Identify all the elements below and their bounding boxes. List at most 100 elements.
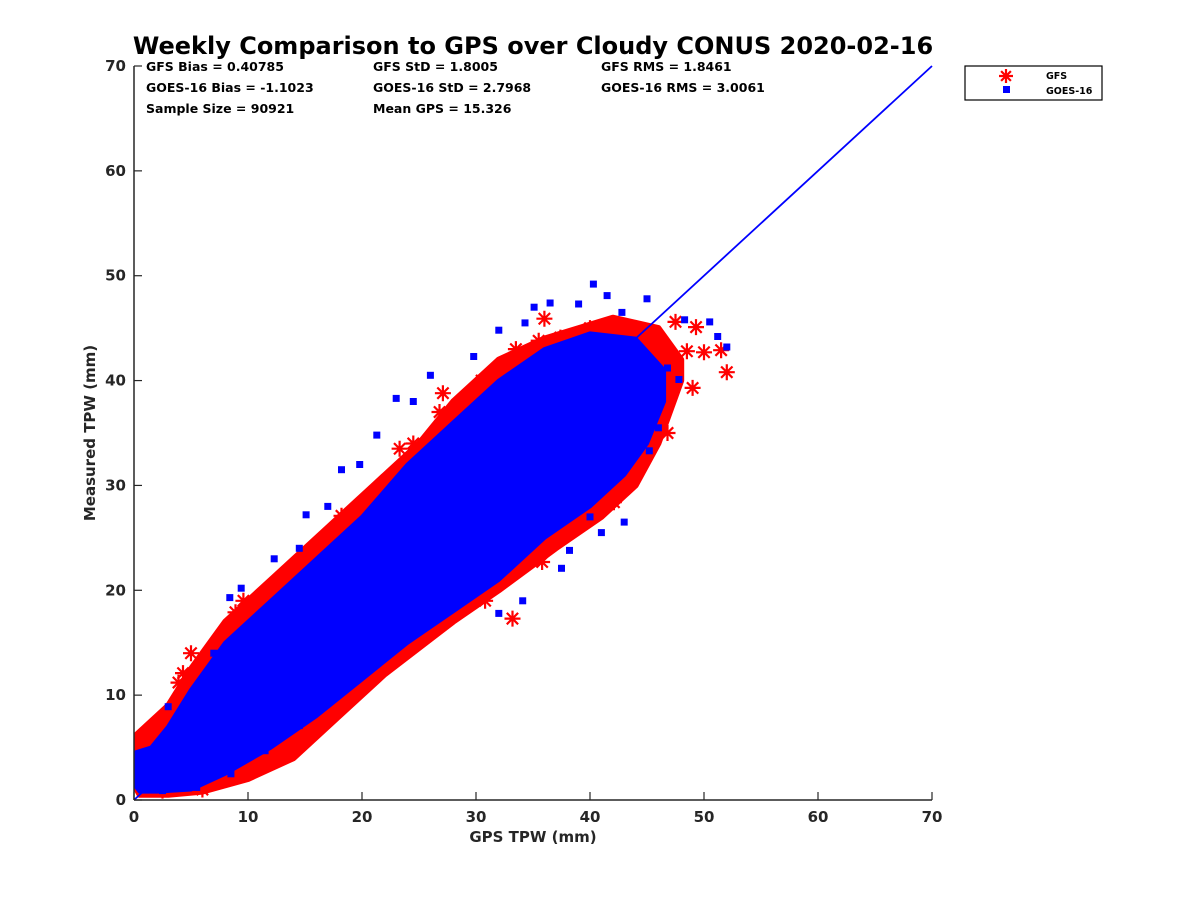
legend-label-gfs: GFS bbox=[1046, 71, 1067, 82]
goes16-point bbox=[261, 747, 269, 755]
gfs-point bbox=[434, 385, 451, 402]
goes16-point bbox=[675, 376, 683, 383]
goes16-point bbox=[395, 623, 402, 631]
gfs-point bbox=[228, 762, 245, 779]
goes16-point bbox=[324, 696, 332, 704]
goes16-point bbox=[681, 316, 689, 324]
goes16-point bbox=[210, 649, 218, 657]
goes16-point bbox=[654, 424, 662, 432]
gfs-point bbox=[552, 329, 569, 346]
stat-text: GFS RMS = 1.8461 bbox=[601, 59, 732, 74]
y-tick-label: 50 bbox=[105, 267, 126, 285]
gfs-point bbox=[235, 592, 252, 609]
goes16-point bbox=[426, 597, 434, 605]
one-to-one-line bbox=[133, 65, 933, 801]
y-tick-label: 0 bbox=[116, 791, 126, 809]
goes16-point bbox=[227, 770, 235, 778]
stat-text: GFS StD = 1.8005 bbox=[373, 59, 498, 74]
legend-label-goes16: GOES-16 bbox=[1046, 86, 1093, 97]
goes16-point bbox=[546, 299, 554, 307]
goes16-point bbox=[470, 353, 478, 360]
gfs-point bbox=[582, 320, 598, 337]
gfs-point bbox=[605, 325, 622, 342]
stat-text: Mean GPS = 15.326 bbox=[373, 101, 512, 116]
goes16-point bbox=[530, 303, 538, 311]
gfs-point bbox=[405, 435, 422, 452]
gfs-point bbox=[534, 554, 551, 570]
goes16-point bbox=[338, 466, 345, 474]
legend-goes16-marker bbox=[1003, 86, 1010, 93]
chart-title: Weekly Comparison to GPS over Cloudy CON… bbox=[133, 32, 933, 60]
gfs-point bbox=[696, 344, 712, 361]
gfs-point bbox=[175, 665, 191, 682]
goes16-point bbox=[373, 431, 381, 439]
gfs-point bbox=[333, 507, 350, 524]
x-tick-label: 60 bbox=[808, 808, 829, 826]
gfs-point bbox=[367, 487, 384, 504]
gfs-point bbox=[530, 332, 547, 349]
goes16-point bbox=[237, 584, 245, 592]
y-axis-label: Measured TPW (mm) bbox=[81, 345, 99, 521]
gfs-point bbox=[504, 610, 521, 627]
goes16-point bbox=[521, 319, 529, 327]
goes16-point bbox=[193, 783, 201, 791]
gfs-point bbox=[138, 731, 155, 748]
goes16-point bbox=[295, 722, 303, 730]
goes16-point bbox=[159, 787, 166, 795]
x-tick-label: 40 bbox=[580, 808, 601, 826]
goes16-point bbox=[324, 502, 332, 510]
axes: 0 10 20 30 40 50 60 70 0 10 20 30 40 50 60 70 bbox=[105, 57, 942, 826]
x-tick-label: 50 bbox=[694, 808, 715, 826]
gfs-point bbox=[357, 497, 374, 514]
gfs-point bbox=[149, 727, 166, 743]
goes16-point bbox=[392, 394, 400, 402]
gfs-point bbox=[684, 379, 701, 396]
y-tick-label: 40 bbox=[105, 372, 126, 390]
goes16-point bbox=[558, 564, 565, 572]
goes16-point bbox=[586, 513, 594, 521]
goes16-point bbox=[714, 333, 722, 340]
goes16-point bbox=[645, 447, 653, 455]
gfs-point bbox=[667, 313, 684, 330]
x-tick-label: 30 bbox=[466, 808, 487, 826]
legend-gfs-marker bbox=[999, 69, 1013, 83]
goes16-point bbox=[643, 295, 651, 303]
gfs-point bbox=[688, 319, 704, 336]
goes16-point bbox=[369, 651, 377, 659]
gfs-point bbox=[616, 318, 633, 334]
goes16-point bbox=[632, 400, 640, 408]
y-tick-label: 10 bbox=[105, 686, 126, 704]
gfs-point bbox=[194, 781, 211, 798]
stat-text: GOES-16 StD = 2.7968 bbox=[373, 80, 531, 95]
gfs-point bbox=[170, 674, 187, 691]
gfs-point bbox=[605, 494, 622, 511]
y-tick-label: 70 bbox=[105, 57, 126, 75]
gfs-point bbox=[595, 496, 612, 513]
goes16-point bbox=[495, 326, 503, 334]
goes16-point-cloud bbox=[134, 331, 667, 794]
goes16-point bbox=[589, 280, 597, 288]
goes16-point bbox=[618, 308, 626, 316]
gfs-point bbox=[718, 364, 735, 381]
gfs-point bbox=[536, 310, 553, 327]
gfs-point bbox=[183, 645, 199, 662]
goes16-point bbox=[575, 300, 583, 308]
goes16-point bbox=[458, 586, 466, 594]
goes16-point bbox=[539, 490, 547, 498]
goes16-point bbox=[495, 609, 503, 617]
goes16-point bbox=[302, 511, 310, 519]
y-tick-label: 60 bbox=[105, 162, 126, 180]
stat-text: Sample Size = 90921 bbox=[146, 101, 294, 116]
stat-text: GOES-16 RMS = 3.0061 bbox=[601, 80, 765, 95]
x-tick-label: 0 bbox=[129, 808, 139, 826]
goes16-point bbox=[512, 531, 520, 539]
gfs-point bbox=[227, 604, 244, 621]
goes16-point bbox=[134, 775, 141, 783]
gfs-point bbox=[477, 592, 494, 609]
goes16-point bbox=[426, 371, 434, 379]
goes16-point bbox=[706, 318, 714, 326]
goes16-point bbox=[270, 555, 278, 563]
stats-block: GFS Bias = 0.40785 GFS StD = 1.8005 GFS RM… bbox=[146, 59, 765, 116]
goes16-point bbox=[409, 398, 417, 405]
x-tick-label: 10 bbox=[238, 808, 259, 826]
